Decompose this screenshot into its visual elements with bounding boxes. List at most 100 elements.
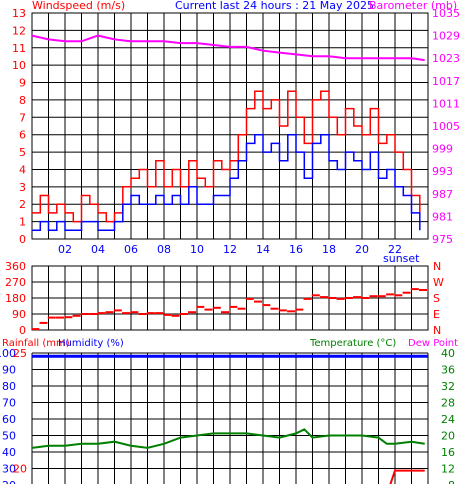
hour-tick-label: 22 [388, 243, 402, 256]
direction-point [72, 314, 81, 317]
direction-point [80, 313, 89, 315]
direction-point [113, 309, 122, 312]
direction-point [179, 313, 188, 315]
hour-tick-label: 04 [91, 243, 105, 256]
direction-point [295, 308, 304, 311]
direction-point [328, 297, 337, 299]
direction-tick-label: 360 [5, 260, 26, 273]
hour-tick-label: 18 [322, 243, 336, 256]
temperature-label: Temperature (°C) [309, 338, 396, 349]
direction-point [394, 294, 403, 297]
barometer-tick-label: 1029 [432, 30, 460, 43]
barometer-tick-label: 987 [432, 188, 453, 201]
windspeed-tick-label: 7 [19, 111, 26, 124]
chart-title: Current last 24 hours : 21 May 2025 [175, 0, 374, 12]
temperature-tick-label: 16 [441, 446, 455, 459]
sunset-annotation: sunset [383, 252, 420, 265]
direction-point [344, 297, 353, 299]
temperature-tick-label: 28 [441, 397, 455, 410]
barometer-tick-label: 1017 [432, 75, 460, 88]
barometer-tick-label: 1035 [432, 7, 460, 20]
barometer-tick-label: 993 [432, 165, 453, 178]
windspeed-tick-label: 13 [12, 7, 26, 20]
windspeed-tick-label: 9 [19, 77, 26, 90]
direction-point [196, 305, 205, 308]
humidity-tick-label: 20 [2, 479, 16, 484]
barometer-label: Barometer (mb) [369, 0, 457, 12]
barometer-tick-label: 1023 [432, 52, 460, 65]
direction-point [262, 304, 271, 307]
temperature-tick-label: 8 [448, 479, 455, 484]
windspeed-tick-label: 10 [12, 59, 26, 72]
windspeed-ticks: 0123456789101112139759819879939991005101… [12, 7, 460, 256]
direction-tick-label: 90 [12, 308, 26, 321]
direction-point [47, 316, 56, 319]
dew-point-label: Dew Point [408, 338, 458, 349]
direction-point [336, 297, 345, 300]
humidity-tick-label: 40 [2, 446, 16, 459]
direction-point [31, 328, 40, 331]
direction-point [212, 306, 221, 309]
compass-tick-label: E [433, 308, 440, 321]
direction-point [237, 307, 246, 310]
dew-series-line [389, 469, 425, 484]
direction-point [204, 308, 213, 311]
humidity-tick-label: 50 [2, 430, 16, 443]
hour-tick-label: 14 [256, 243, 270, 256]
temperature-series [31, 354, 428, 484]
direction-point [171, 314, 180, 317]
humidity-tick-label: 70 [2, 397, 16, 410]
barometer-tick-label: 1011 [432, 97, 460, 110]
windspeed-tick-label: 1 [19, 216, 26, 229]
barometer-tick-label: 1005 [432, 120, 460, 133]
baro-series-line [31, 34, 425, 62]
hour-tick-label: 10 [190, 243, 204, 256]
direction-tick-label: 270 [5, 276, 26, 289]
direction-point [122, 312, 131, 315]
humidity-label: Humidity (%) [58, 338, 124, 349]
direction-point [56, 316, 64, 319]
barometer-tick-label: 981 [432, 210, 453, 223]
barometer-tick-label: 999 [432, 143, 453, 156]
hour-tick-label: 20 [355, 243, 369, 256]
direction-point [89, 313, 98, 315]
direction-tick-label: 0 [19, 324, 26, 337]
rainfall-tick-label: 25 [13, 347, 27, 360]
temperature-tick-label: 24 [441, 413, 455, 426]
gust-series-line [32, 90, 421, 223]
direction-point [221, 311, 229, 314]
direction-point [97, 312, 106, 315]
direction-point [155, 312, 164, 315]
compass-tick-label: N [433, 260, 441, 273]
direction-point [361, 297, 370, 299]
hour-tick-label: 08 [157, 243, 171, 256]
direction-point [377, 295, 386, 298]
windspeed-series [31, 34, 425, 232]
windspeed-tick-label: 2 [19, 198, 26, 211]
direction-point [419, 289, 427, 291]
temperature-tick-label: 40 [441, 347, 455, 360]
direction-point [163, 313, 172, 316]
windspeed-tick-label: 6 [19, 129, 26, 142]
direction-point [402, 291, 411, 294]
direction-point [39, 321, 48, 324]
windspeed-tick-label: 8 [19, 94, 26, 107]
temperature-tick-label: 36 [441, 364, 455, 377]
temperature-tick-label: 12 [441, 463, 455, 476]
rainfall-tick-label: 20 [13, 463, 27, 476]
direction-point [311, 294, 320, 297]
barometer-tick-label: 975 [432, 233, 453, 246]
direction-points [31, 288, 427, 331]
direction-tick-label: 180 [5, 292, 26, 305]
direction-point [369, 295, 378, 298]
humidity-tick-label: 80 [2, 380, 16, 393]
direction-point [105, 311, 114, 314]
compass-tick-label: S [433, 292, 440, 305]
direction-point [130, 311, 139, 314]
direction-point [278, 309, 287, 312]
temperature-ticks: 1009080706050403020252040363228242016128 [0, 347, 455, 484]
direction-point [303, 297, 312, 300]
direction-point [410, 288, 419, 291]
direction-point [229, 305, 238, 308]
